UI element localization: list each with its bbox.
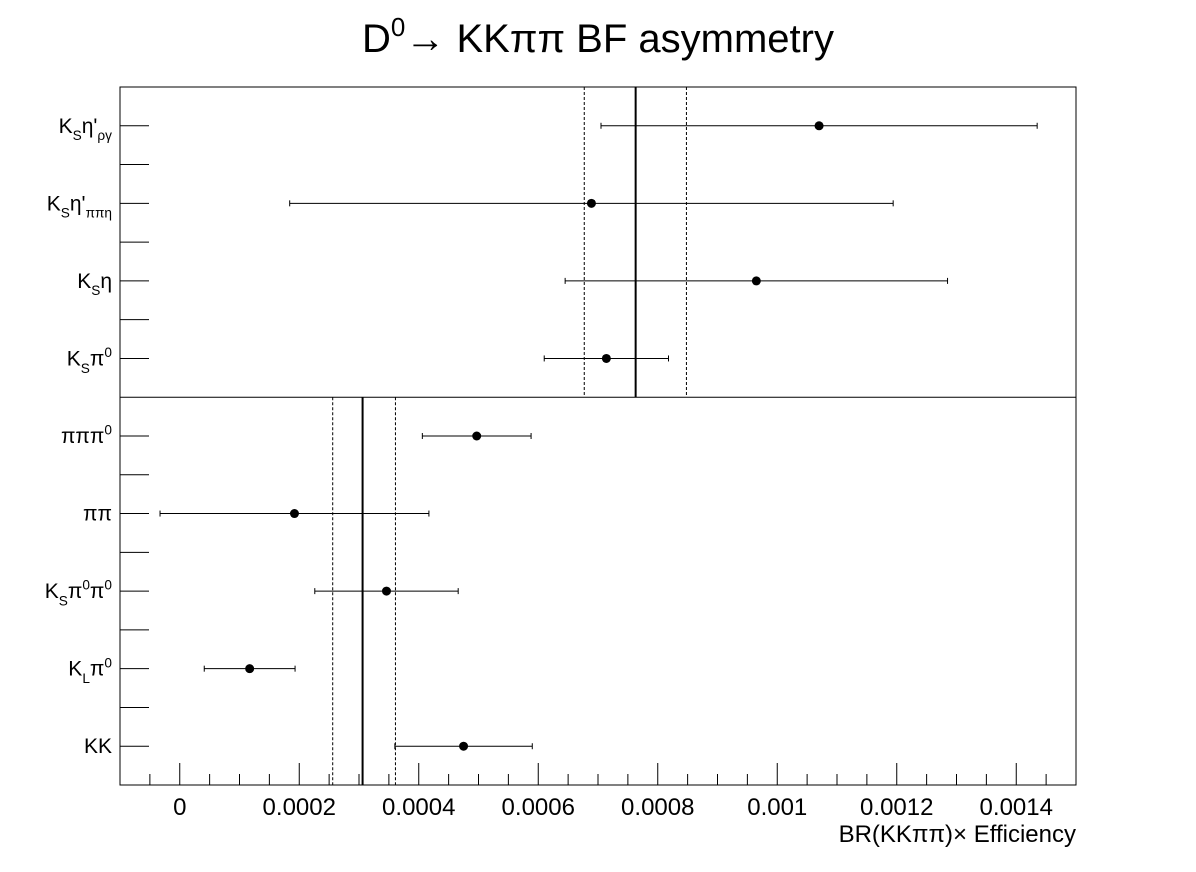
data-point <box>472 431 482 441</box>
y-tick-label: KLπ0 <box>68 655 112 686</box>
y-tick-label: KK <box>84 735 112 758</box>
chart-title-part: → KKππ BF asymmetry <box>405 17 834 61</box>
y-tick-label-part: 0 <box>104 578 112 593</box>
x-tick-label: 0.0008 <box>621 794 694 821</box>
x-tick-label: 0.0012 <box>860 794 933 821</box>
y-tick-label-part: L <box>82 671 90 686</box>
y-tick-label: KSπ0 <box>67 345 113 376</box>
y-tick-label-part: η' <box>70 192 86 215</box>
y-tick-label-part: η <box>100 270 112 293</box>
y-tick-label: ππ <box>83 503 112 526</box>
y-tick-label-part: K <box>47 192 61 215</box>
y-tick-label: KSη <box>77 270 112 298</box>
y-tick-label-part: K <box>45 580 59 603</box>
x-tick-label: 0 <box>173 794 186 821</box>
data-point <box>586 198 596 208</box>
y-tick-label-part: ππ <box>83 503 112 526</box>
y-tick-label-part: KK <box>84 735 112 758</box>
y-tick-label: KSη'ππη <box>47 192 112 220</box>
y-tick-label-part: π <box>68 580 83 603</box>
y-tick-label-part: 0 <box>104 345 112 360</box>
y-tick-label-part: K <box>68 658 82 681</box>
y-tick-label-part: 0 <box>104 423 112 438</box>
x-tick-label: 0.0006 <box>502 794 575 821</box>
data-point <box>601 353 611 363</box>
y-tick-label-part: πππ <box>61 425 104 448</box>
y-tick-label: KSπ0π0 <box>45 578 113 609</box>
y-tick-label-part: S <box>81 361 90 376</box>
chart-title-part: D <box>362 17 391 61</box>
y-tick-label-part: ππη <box>86 206 112 221</box>
y-tick-label-part: S <box>73 128 82 143</box>
data-point <box>245 664 255 674</box>
chart-title: D0→ KKππ BF asymmetry <box>362 12 834 61</box>
y-tick-label-part: η' <box>82 115 98 138</box>
data-point <box>814 121 824 131</box>
x-tick-label: 0.0004 <box>382 794 455 821</box>
data-point <box>751 276 761 286</box>
x-axis-label: BR(KKππ)× Efficiency <box>839 821 1076 848</box>
data-point <box>381 586 391 596</box>
y-tick-label-part: S <box>91 283 100 298</box>
y-tick-label: KSη'ργ <box>59 115 113 143</box>
y-tick-label-part: K <box>77 270 91 293</box>
y-tick-label-part: S <box>59 593 68 608</box>
y-tick-label-part: K <box>67 347 81 370</box>
data-point <box>289 509 299 519</box>
y-tick-label-part: ργ <box>97 128 112 143</box>
y-tick-label-part: π <box>90 347 105 370</box>
y-tick-label-part: π <box>90 580 105 603</box>
x-tick-label: 0.0002 <box>263 794 336 821</box>
y-tick-label-part: S <box>61 206 70 221</box>
x-tick-label: 0.001 <box>747 794 807 821</box>
y-tick-label-part: K <box>59 115 73 138</box>
y-tick-label-part: 0 <box>104 655 112 670</box>
y-tick-label-part: π <box>90 658 105 681</box>
x-tick-label: 0.0014 <box>980 794 1053 821</box>
data-point <box>459 741 469 751</box>
chart-title-part: 0 <box>391 12 405 42</box>
y-tick-label: πππ0 <box>61 423 112 448</box>
y-tick-label-part: 0 <box>82 578 90 593</box>
